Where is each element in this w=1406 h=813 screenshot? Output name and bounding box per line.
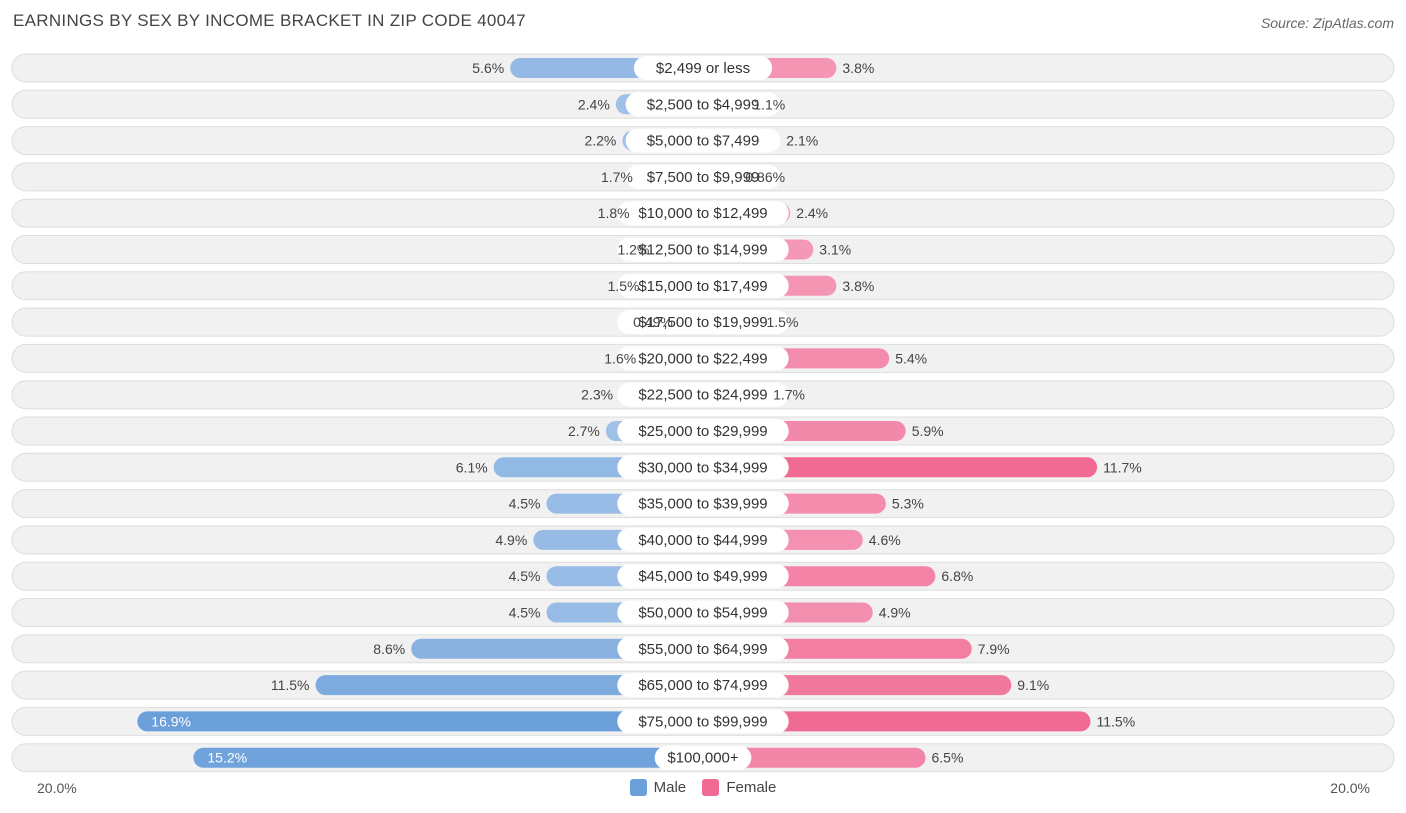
value-label-female: 5.4% — [895, 350, 927, 366]
value-label-female: 0.86% — [745, 169, 785, 185]
category-label: $12,500 to $14,999 — [638, 242, 767, 259]
category-label: $15,000 to $17,499 — [638, 278, 767, 295]
legend-label-male: Male — [653, 779, 687, 796]
legend-item-male[interactable]: Male — [629, 779, 687, 796]
category-label-background — [617, 564, 789, 589]
value-label-female: 11.5% — [1097, 713, 1136, 729]
category-label: $55,000 to $64,999 — [638, 641, 767, 658]
value-label-male: 15.2% — [207, 750, 247, 766]
category-label: $22,500 to $24,999 — [638, 387, 767, 404]
value-label-female: 1.1% — [753, 96, 785, 112]
value-label-male: 1.2% — [617, 242, 649, 258]
value-label-female: 4.6% — [869, 532, 901, 548]
legend-swatch-male — [629, 779, 647, 796]
chart-title: EARNINGS BY SEX BY INCOME BRACKET IN ZIP… — [13, 11, 526, 30]
category-label-background — [654, 745, 752, 770]
legend-item-female[interactable]: Female — [702, 779, 776, 796]
category-label-background — [617, 346, 789, 371]
value-label-female: 2.4% — [796, 205, 828, 221]
value-label-male: 2.4% — [578, 96, 610, 112]
bar-male[interactable] — [137, 711, 712, 732]
value-label-male: 5.6% — [472, 60, 504, 76]
value-label-male: 1.8% — [598, 205, 630, 221]
axis-label-right: 20.0% — [1330, 780, 1370, 796]
category-label-background — [625, 164, 781, 189]
value-label-female: 1.5% — [767, 314, 799, 330]
value-label-female: 4.9% — [879, 605, 911, 621]
category-label: $30,000 to $34,999 — [638, 459, 767, 476]
value-label-male: 2.2% — [584, 133, 616, 149]
category-label-background — [617, 455, 789, 480]
category-label: $2,500 to $4,999 — [647, 96, 760, 113]
value-label-male: 4.5% — [509, 568, 541, 584]
value-label-male: 4.9% — [495, 532, 527, 548]
value-label-male: 11.5% — [271, 677, 310, 693]
value-label-male: 16.9% — [151, 713, 191, 729]
value-label-male: 1.6% — [604, 350, 636, 366]
category-label-background — [617, 310, 789, 335]
value-label-male: 0.49% — [633, 314, 673, 330]
category-label: $20,000 to $22,499 — [638, 350, 767, 367]
category-label-background — [617, 382, 789, 407]
category-label: $2,499 or less — [656, 60, 750, 77]
legend-label-female: Female — [726, 779, 777, 796]
value-label-female: 6.5% — [932, 750, 964, 766]
category-label: $17,500 to $19,999 — [638, 314, 767, 331]
category-label-background — [617, 636, 789, 661]
value-label-female: 11.7% — [1103, 459, 1142, 475]
category-label-background — [617, 201, 789, 226]
bar-male[interactable] — [193, 747, 711, 768]
bar-female[interactable] — [695, 747, 926, 768]
category-label-background — [617, 527, 789, 552]
category-label: $25,000 to $29,999 — [638, 423, 767, 440]
category-label: $75,000 to $99,999 — [638, 713, 767, 730]
value-label-male: 4.5% — [509, 496, 541, 512]
value-label-female: 1.7% — [773, 387, 805, 403]
category-label-background — [617, 673, 789, 698]
category-label-background — [617, 273, 789, 298]
value-label-male: 6.1% — [456, 459, 488, 475]
source-credit: Source: ZipAtlas.com — [1260, 15, 1394, 31]
value-label-male: 1.5% — [608, 278, 640, 294]
bar-female[interactable] — [695, 457, 1098, 478]
value-label-female: 9.1% — [1017, 677, 1049, 693]
value-label-male: 1.7% — [601, 169, 633, 185]
category-label: $10,000 to $12,499 — [638, 205, 767, 222]
category-label-background — [617, 709, 789, 734]
legend: Male Female — [0, 779, 1406, 800]
bar-male[interactable] — [315, 675, 712, 696]
category-label: $7,500 to $9,999 — [647, 169, 760, 186]
category-label: $45,000 to $49,999 — [638, 568, 767, 585]
category-label-background — [625, 128, 781, 153]
value-label-female: 3.8% — [842, 278, 874, 294]
axis-label-left: 20.0% — [37, 780, 77, 796]
category-label: $100,000+ — [667, 750, 739, 767]
category-label-background — [625, 92, 781, 117]
value-label-male: 2.3% — [581, 387, 613, 403]
category-label: $35,000 to $39,999 — [638, 496, 767, 513]
value-label-female: 5.3% — [892, 496, 924, 512]
category-label-background — [633, 56, 773, 80]
bar-female[interactable] — [695, 711, 1091, 732]
category-label: $40,000 to $44,999 — [638, 532, 767, 549]
value-label-female: 3.1% — [819, 242, 851, 258]
category-label-background — [617, 237, 789, 262]
value-label-female: 7.9% — [978, 641, 1010, 657]
value-label-male: 8.6% — [373, 641, 405, 657]
category-label-background — [617, 419, 789, 443]
value-label-male: 2.7% — [568, 423, 600, 439]
value-label-female: 6.8% — [941, 568, 973, 584]
value-label-female: 2.1% — [786, 133, 818, 149]
category-label: $5,000 to $7,499 — [647, 133, 760, 150]
value-label-female: 3.8% — [842, 60, 874, 76]
value-label-male: 4.5% — [509, 605, 541, 621]
category-label: $50,000 to $54,999 — [638, 605, 767, 622]
category-label: $65,000 to $74,999 — [638, 677, 767, 694]
category-label-background — [617, 491, 789, 516]
value-label-female: 5.9% — [912, 423, 944, 439]
legend-swatch-female — [702, 779, 720, 796]
category-label-background — [617, 600, 789, 625]
